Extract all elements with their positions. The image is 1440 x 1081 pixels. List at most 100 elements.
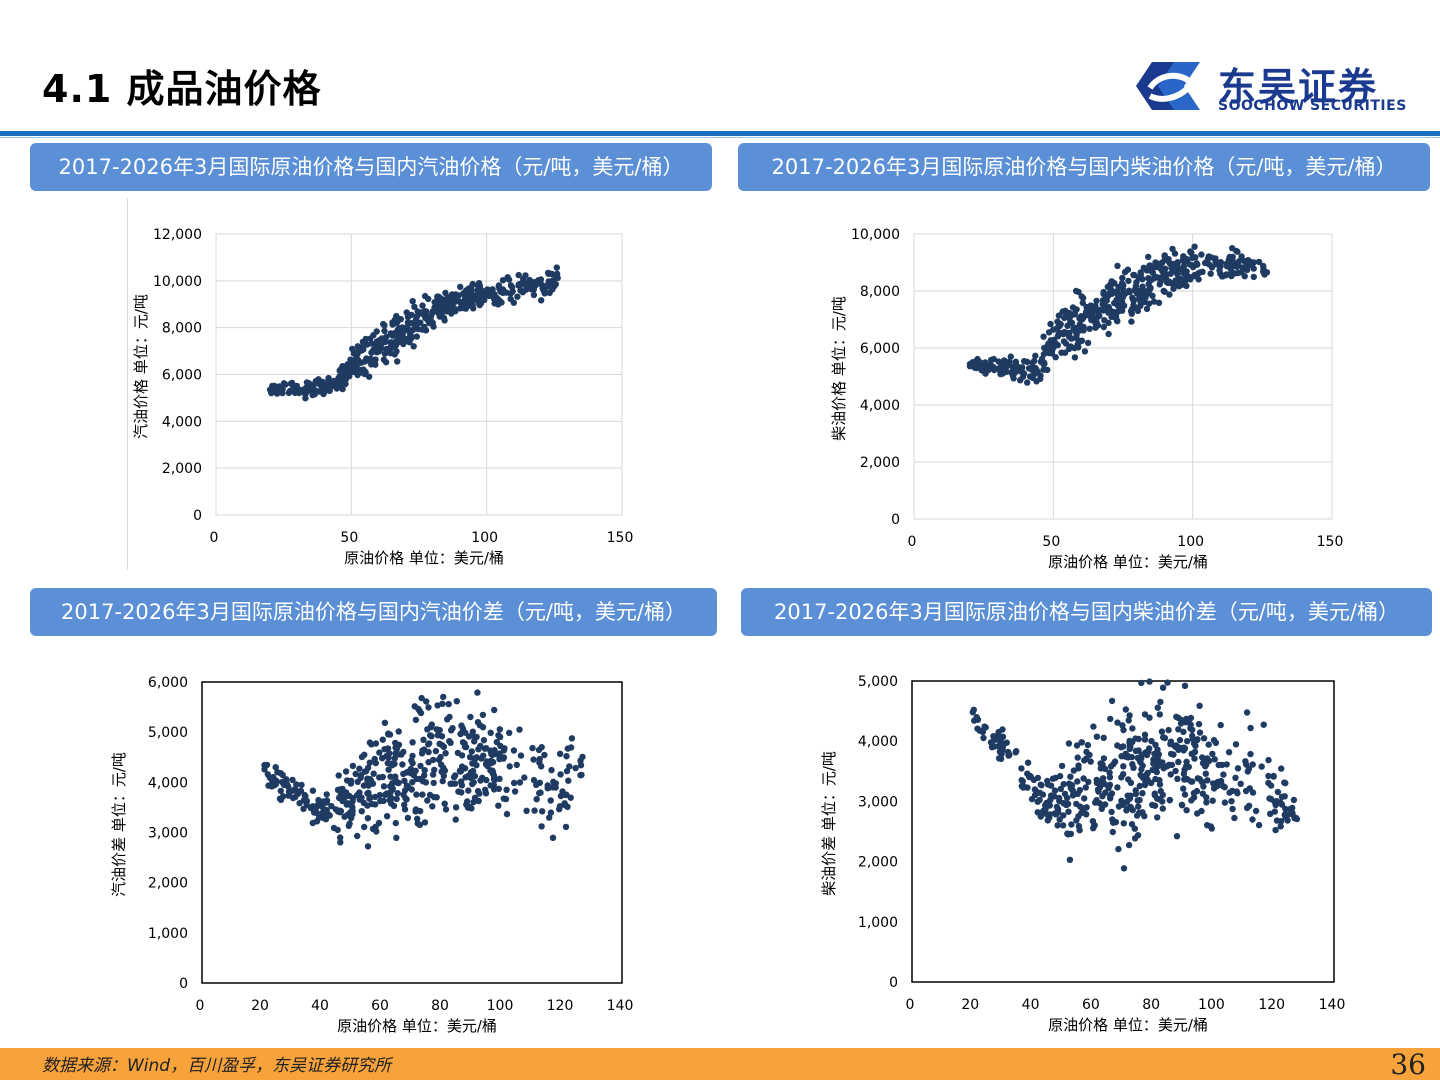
scatter-point [1151,791,1158,799]
scatter-point [1196,729,1204,736]
scatter-point [495,785,502,792]
page-number: 36 [1390,1048,1426,1081]
y-tick-label: 2,000 [860,455,900,471]
scatter-point [1006,358,1013,365]
scatter-point [541,751,548,759]
scatter-point [1095,788,1102,795]
scatter-point [401,777,408,784]
scatter-point [1265,772,1272,780]
scatter-point [1247,724,1254,732]
scatter-point [1284,811,1291,818]
scatter-point [1176,265,1183,273]
scatter-point [475,746,482,753]
scatter-point [289,776,296,784]
x-tick-label: 150 [607,530,634,546]
y-tick-label: 4,000 [162,414,202,430]
scatter-point [1175,746,1182,753]
scatter-point [1183,807,1190,814]
scatter-point [419,302,426,309]
scatter-point [392,739,399,747]
scatter-point [973,714,980,721]
scatter-point [375,348,383,355]
y-tick-label: 8,000 [860,284,900,300]
scatter-point [1072,287,1080,295]
diesel-spread-scatter-chart: 0 1,000 2,000 3,000 4,000 5,000 0 20 40 60 80 100 12… [820,674,1345,1034]
scatter-point [1073,800,1080,808]
scatter-point [1200,783,1207,790]
scatter-point [1243,761,1250,768]
scatter-point [401,787,409,794]
scatter-point [1092,324,1099,331]
scatter-point [358,808,365,815]
scatter-point [1272,826,1279,834]
scatter-point [273,390,281,397]
scatter-point [1107,763,1115,770]
scatter-point [293,382,300,390]
scatter-point [482,288,489,296]
scatter-point [1141,781,1149,789]
scatter-point [1109,828,1116,836]
scatter-point [1208,825,1215,832]
scatter-point [466,754,474,761]
scatter-point [1007,353,1014,360]
scatter-point [394,790,401,797]
scatter-point [1054,809,1062,816]
x-tick-label: 20 [251,998,269,1014]
scatter-point [381,791,389,798]
scatter-point [403,309,410,316]
scatter-point [563,791,570,798]
scatter-point [359,338,367,346]
scatter-point [271,782,278,789]
x-tick-label: 120 [547,998,574,1014]
scatter-point [403,782,411,789]
scatter-point [1168,761,1176,769]
scatter-point [316,381,323,388]
scatter-point [1184,272,1191,280]
y-tick-label: 5,000 [858,674,898,690]
scatter-point [1076,827,1083,834]
scatter-point [969,709,976,716]
scatter-point [1180,770,1188,777]
scatter-point [385,753,392,760]
scatter-point [442,806,450,813]
scatter-point [426,740,433,747]
scatter-point [426,791,434,799]
scatter-point [427,723,435,730]
scatter-point [1128,318,1135,325]
scatter-point [475,298,482,306]
scatter-point [1062,307,1069,314]
scatter-point [358,369,365,376]
scatter-point [1083,748,1090,756]
scatter-point [1124,754,1132,761]
scatter-point [507,295,514,303]
scatter-point [380,797,387,805]
logo-mark-icon [1136,62,1200,110]
scatter-point [1105,309,1112,316]
scatter-point [354,791,361,799]
scatter-point [1043,811,1050,818]
scatter-point [1255,821,1263,829]
scatter-point [1149,801,1156,809]
scatter-point [1136,782,1143,790]
scatter-point [457,730,464,738]
scatter-point [1115,292,1122,299]
scatter-point [271,382,278,390]
scatter-point [530,776,538,784]
scatter-point [278,385,285,392]
scatter-point [389,340,396,348]
scatter-point [533,796,540,803]
scatter-point [980,734,987,742]
scatter-point [544,782,551,789]
scatter-point [1081,348,1089,355]
scatter-point [479,711,487,719]
scatter-point [272,764,279,771]
scatter-point [1181,682,1189,689]
x-tick-label: 100 [1177,534,1204,550]
scatter-point [386,731,394,738]
scatter-point [1198,807,1205,815]
scatter-point [538,763,545,770]
scatter-point [451,305,458,313]
scatter-point [1032,352,1039,359]
x-tick-label: 100 [471,530,498,546]
scatter-point [1060,812,1067,819]
